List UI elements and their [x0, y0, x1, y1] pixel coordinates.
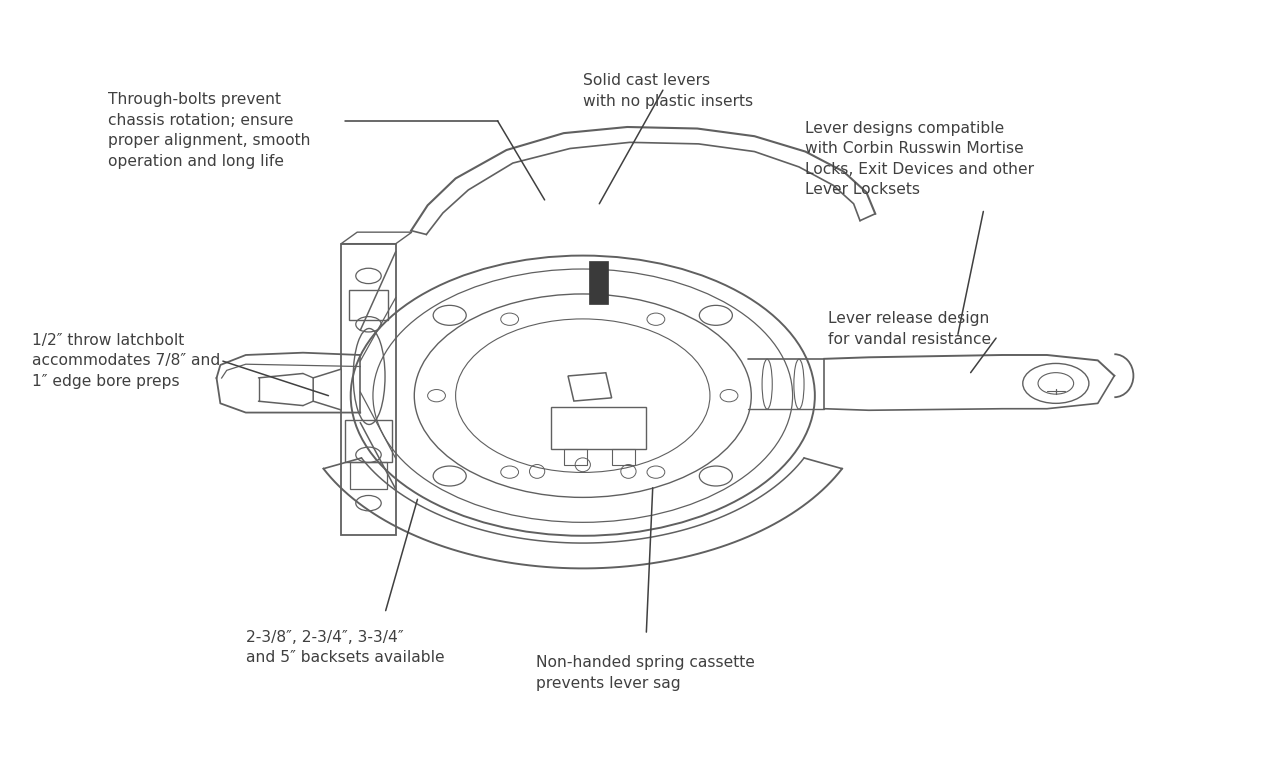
Bar: [568, 372, 612, 401]
Bar: [550, 407, 646, 449]
Text: Lever release design
for vandal resistance: Lever release design for vandal resistan…: [828, 311, 991, 347]
Bar: [348, 290, 388, 320]
Text: Lever designs compatible
with Corbin Russwin Mortise
Locks, Exit Devices and oth: Lever designs compatible with Corbin Rus…: [805, 121, 1034, 197]
Bar: [612, 449, 635, 465]
Bar: [346, 421, 392, 462]
Text: Through-bolts prevent
chassis rotation; ensure
proper alignment, smooth
operatio: Through-bolts prevent chassis rotation; …: [109, 92, 311, 168]
Polygon shape: [589, 262, 608, 303]
Text: Solid cast levers
with no plastic inserts: Solid cast levers with no plastic insert…: [582, 73, 753, 109]
Text: 1/2″ throw latchbolt
accommodates 7/8″ and
1″ edge bore preps: 1/2″ throw latchbolt accommodates 7/8″ a…: [32, 333, 220, 389]
Bar: [563, 449, 586, 465]
Polygon shape: [314, 369, 342, 410]
Bar: [349, 462, 387, 490]
Text: 2-3/8″, 2-3/4″, 3-3/4″
and 5″ backsets available: 2-3/8″, 2-3/4″, 3-3/4″ and 5″ backsets a…: [246, 630, 444, 665]
Text: Non-handed spring cassette
prevents lever sag: Non-handed spring cassette prevents leve…: [536, 655, 755, 691]
